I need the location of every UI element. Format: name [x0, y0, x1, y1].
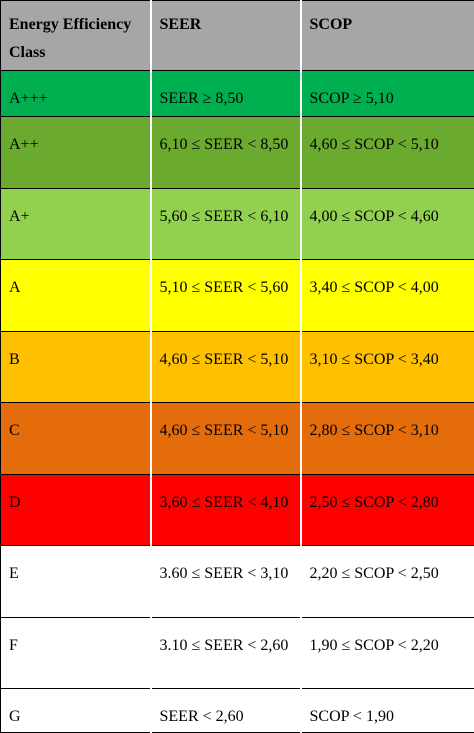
table-row: E 3.60 ≤ SEER < 3,10 2,20 ≤ SCOP < 2,50 — [1, 546, 474, 618]
table-row: F 3.10 ≤ SEER < 2,60 1,90 ≤ SCOP < 2,20 — [1, 617, 474, 689]
scop-cell: 3,10 ≤ SCOP < 3,40 — [301, 331, 474, 403]
table-row: A+++ SEER ≥ 8,50 SCOP ≥ 5,10 — [1, 71, 474, 117]
class-cell: A — [1, 260, 151, 332]
table-row: G SEER < 2,60 SCOP < 1,90 — [1, 689, 474, 733]
header-seer: SEER — [151, 1, 301, 71]
scop-cell: SCOP ≥ 5,10 — [301, 71, 474, 117]
scop-cell: 4,00 ≤ SCOP < 4,60 — [301, 188, 474, 260]
class-cell: F — [1, 617, 151, 689]
class-cell: E — [1, 546, 151, 618]
seer-cell: 4,60 ≤ SEER < 5,10 — [151, 403, 301, 475]
class-cell: D — [1, 474, 151, 546]
seer-cell: 5,60 ≤ SEER < 6,10 — [151, 188, 301, 260]
class-cell: A+ — [1, 188, 151, 260]
scop-cell: 2,80 ≤ SCOP < 3,10 — [301, 403, 474, 475]
class-cell: G — [1, 689, 151, 733]
scop-cell: 2,50 ≤ SCOP < 2,80 — [301, 474, 474, 546]
table-row: A 5,10 ≤ SEER < 5,60 3,40 ≤ SCOP < 4,00 — [1, 260, 474, 332]
seer-cell: 3.60 ≤ SEER < 3,10 — [151, 546, 301, 618]
seer-cell: 6,10 ≤ SEER < 8,50 — [151, 117, 301, 189]
table-row: A++ 6,10 ≤ SEER < 8,50 4,60 ≤ SCOP < 5,1… — [1, 117, 474, 189]
class-cell: A++ — [1, 117, 151, 189]
table-row: A+ 5,60 ≤ SEER < 6,10 4,00 ≤ SCOP < 4,60 — [1, 188, 474, 260]
table-row: C 4,60 ≤ SEER < 5,10 2,80 ≤ SCOP < 3,10 — [1, 403, 474, 475]
scop-cell: 3,40 ≤ SCOP < 4,00 — [301, 260, 474, 332]
seer-cell: 3.10 ≤ SEER < 2,60 — [151, 617, 301, 689]
scop-cell: 1,90 ≤ SCOP < 2,20 — [301, 617, 474, 689]
seer-cell: 4,60 ≤ SEER < 5,10 — [151, 331, 301, 403]
header-energy-efficiency-class: Energy Efficiency Class — [1, 1, 151, 71]
seer-cell: SEER < 2,60 — [151, 689, 301, 733]
scop-cell: SCOP < 1,90 — [301, 689, 474, 733]
table-row: B 4,60 ≤ SEER < 5,10 3,10 ≤ SCOP < 3,40 — [1, 331, 474, 403]
class-cell: A+++ — [1, 71, 151, 117]
scop-cell: 2,20 ≤ SCOP < 2,50 — [301, 546, 474, 618]
class-cell: B — [1, 331, 151, 403]
header-scop: SCOP — [301, 1, 474, 71]
class-cell: C — [1, 403, 151, 475]
scop-cell: 4,60 ≤ SCOP < 5,10 — [301, 117, 474, 189]
table-row: D 3,60 ≤ SEER < 4,10 2,50 ≤ SCOP < 2,80 — [1, 474, 474, 546]
seer-cell: SEER ≥ 8,50 — [151, 71, 301, 117]
seer-cell: 3,60 ≤ SEER < 4,10 — [151, 474, 301, 546]
table-header-row: Energy Efficiency Class SEER SCOP — [1, 1, 474, 71]
seer-cell: 5,10 ≤ SEER < 5,60 — [151, 260, 301, 332]
